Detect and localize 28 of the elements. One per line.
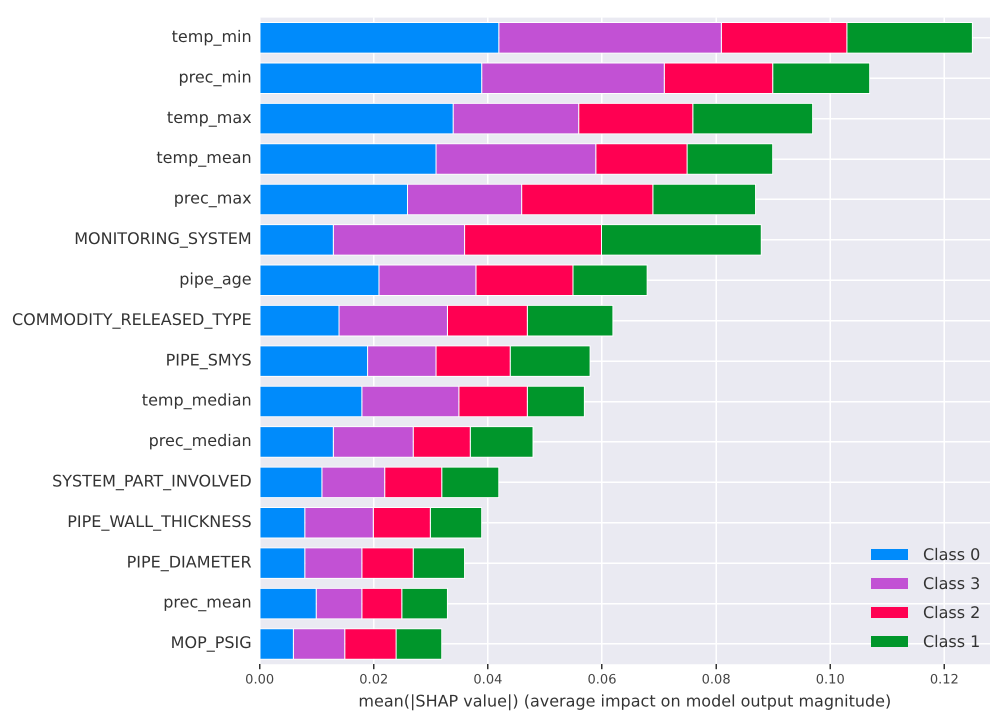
x-tick-label: 0.00 — [245, 672, 274, 688]
x-tick-label: 0.12 — [930, 672, 959, 688]
y-tick-label: temp_min — [172, 26, 252, 46]
y-tick-label: temp_max — [166, 108, 252, 127]
y-tick-label: prec_mean — [163, 592, 252, 612]
y-tick-label: prec_max — [174, 188, 252, 208]
x-tick-label: 0.10 — [816, 672, 845, 688]
legend-label: Class 0 — [923, 544, 980, 566]
x-tick-label: 0.02 — [359, 672, 388, 688]
y-tick-label: PIPE_WALL_THICKNESS — [67, 512, 252, 531]
y-tick-label: temp_median — [142, 390, 252, 410]
y-tick-label: MOP_PSIG — [170, 633, 252, 652]
y-tick-label: PIPE_SMYS — [166, 350, 252, 370]
x-tick-label: 0.06 — [588, 672, 616, 688]
y-tick-label: temp_mean — [156, 148, 252, 168]
y-tick-label: SYSTEM_PART_INVOLVED — [52, 472, 252, 490]
y-tick-label: prec_median — [148, 431, 252, 450]
legend-label: Class 1 — [923, 631, 980, 654]
x-tick-label: 0.04 — [473, 672, 502, 688]
x-axis-title: mean(|SHAP value|) (average impact on model output magnitude) — [358, 692, 892, 711]
x-tick-label: 0.08 — [702, 672, 731, 688]
legend-label: Class 2 — [923, 602, 980, 624]
y-tick-label: prec_min — [178, 67, 252, 86]
y-tick-label: COMMODITY_RELEASED_TYPE — [12, 310, 252, 329]
y-tick-label: PIPE_DIAMETER — [126, 552, 252, 572]
y-tick-label: MONITORING_SYSTEM — [74, 229, 252, 248]
y-tick-label: pipe_age — [179, 269, 252, 288]
legend-label: Class 3 — [923, 573, 980, 596]
